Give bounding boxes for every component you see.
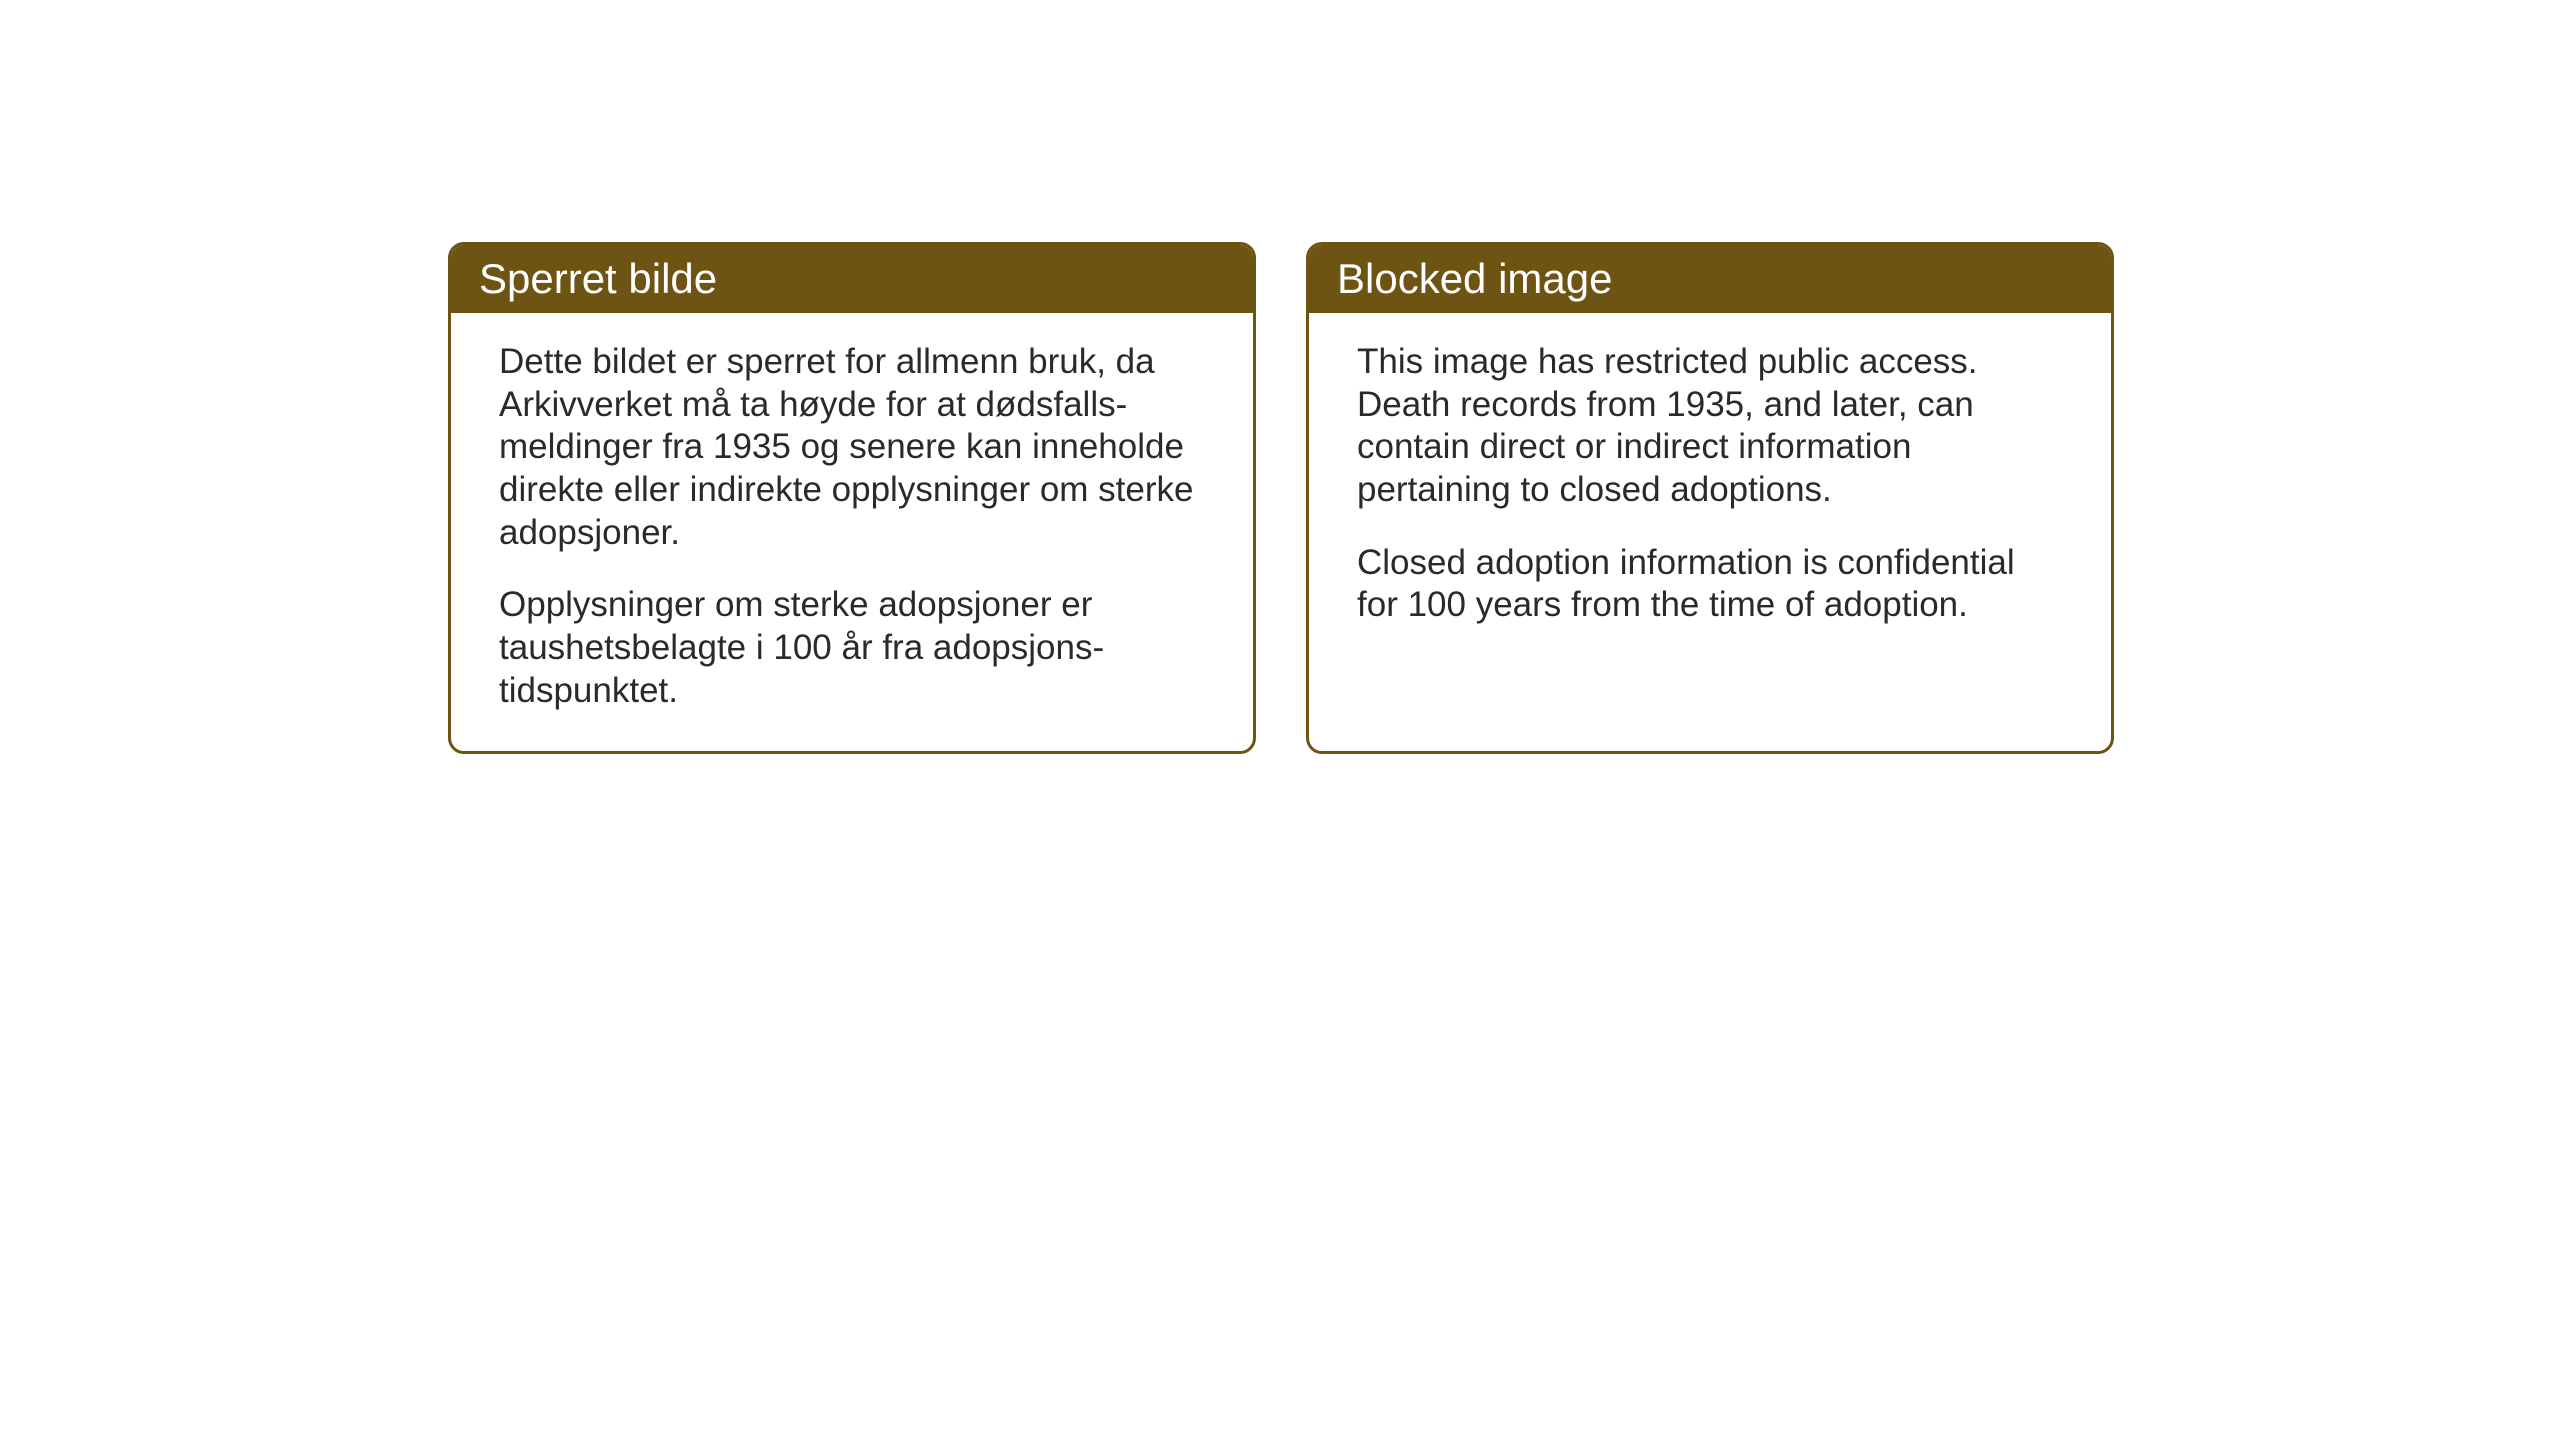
card-paragraph-1-english: This image has restricted public access.… (1357, 341, 2063, 512)
notice-card-norwegian: Sperret bilde Dette bildet er sperret fo… (448, 242, 1256, 754)
card-paragraph-1-norwegian: Dette bildet er sperret for allmenn bruk… (499, 341, 1205, 554)
card-title-norwegian: Sperret bilde (479, 255, 717, 302)
card-body-english: This image has restricted public access.… (1309, 313, 2111, 665)
notice-card-english: Blocked image This image has restricted … (1306, 242, 2114, 754)
card-header-english: Blocked image (1309, 245, 2111, 313)
card-title-english: Blocked image (1337, 255, 1612, 302)
card-body-norwegian: Dette bildet er sperret for allmenn bruk… (451, 313, 1253, 751)
card-paragraph-2-norwegian: Opplysninger om sterke adopsjoner er tau… (499, 584, 1205, 712)
notice-container: Sperret bilde Dette bildet er sperret fo… (448, 242, 2114, 754)
card-paragraph-2-english: Closed adoption information is confident… (1357, 542, 2063, 627)
card-header-norwegian: Sperret bilde (451, 245, 1253, 313)
